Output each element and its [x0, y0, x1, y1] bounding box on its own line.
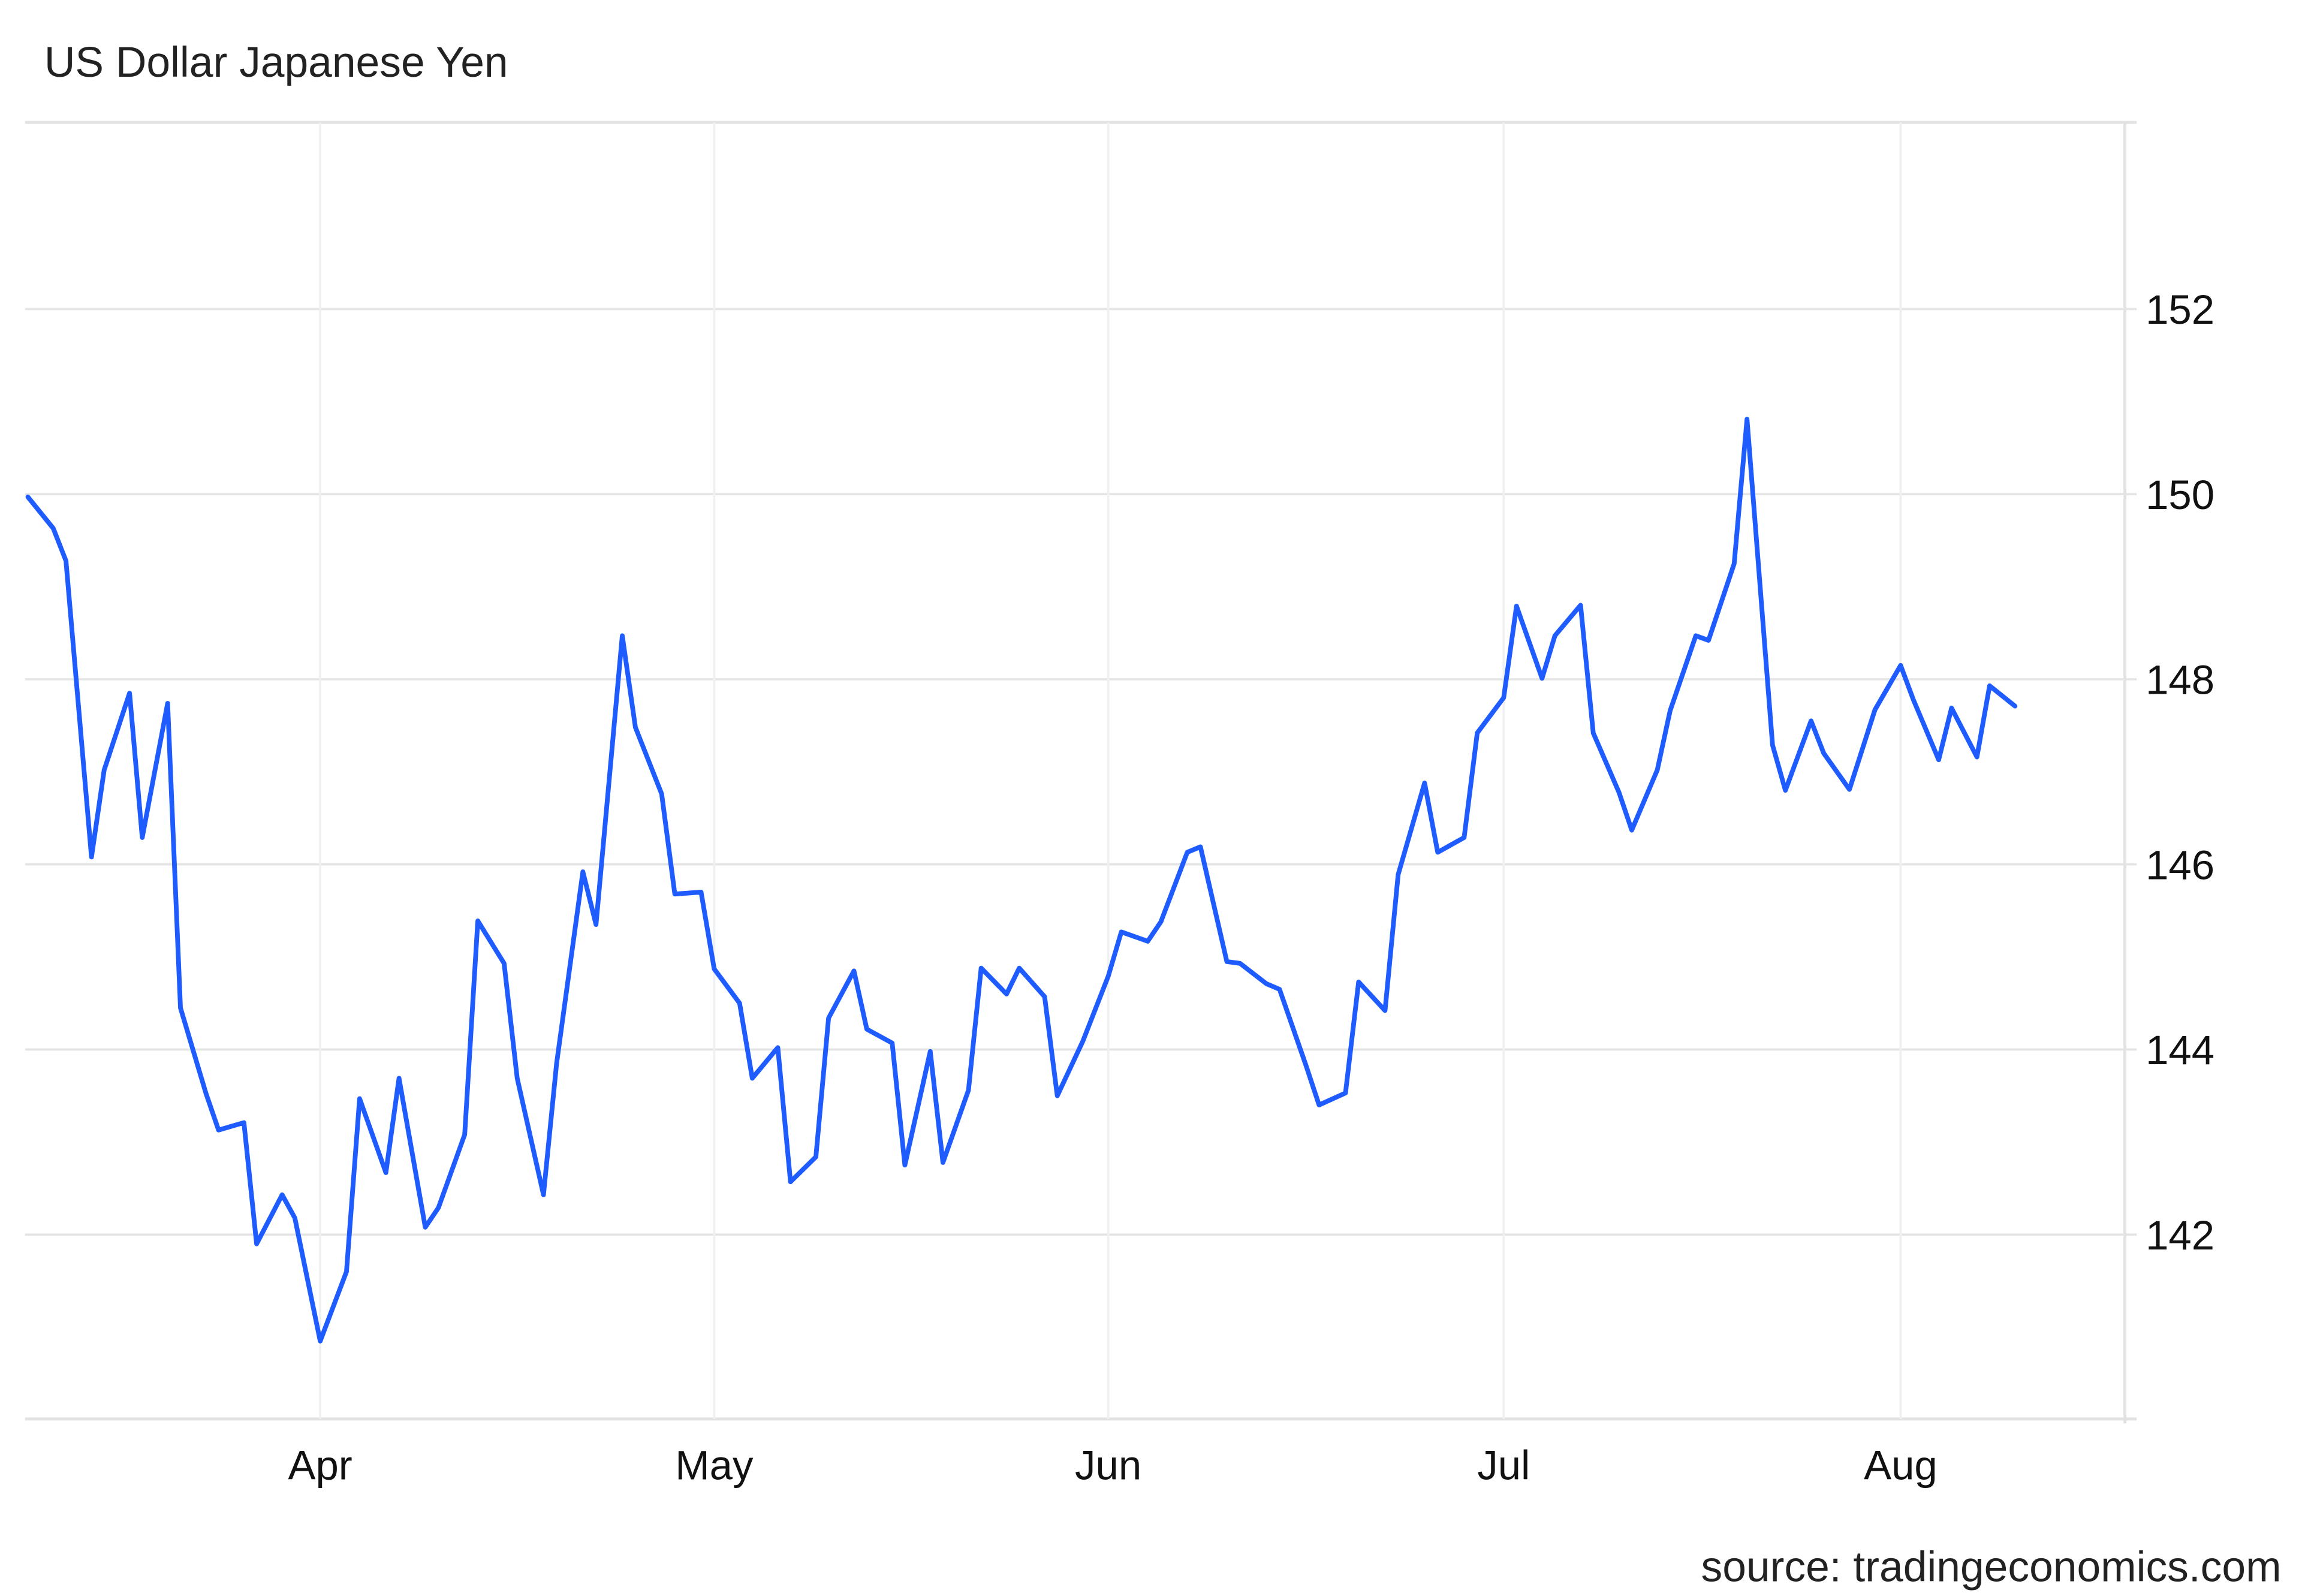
y-tick-label: 146	[2146, 842, 2214, 888]
y-tick-label: 148	[2146, 657, 2214, 703]
source-label: source: tradingeconomics.com	[1701, 1543, 2282, 1591]
x-tick-label: Jun	[1075, 1443, 1141, 1489]
chart-title: US Dollar Japanese Yen	[44, 38, 508, 86]
x-tick-label: Aug	[1864, 1443, 1938, 1489]
x-tick-label: May	[675, 1443, 754, 1489]
x-axis: Apr May Jun Jul Aug	[288, 1443, 1938, 1489]
grid	[25, 121, 2137, 1424]
y-tick-label: 150	[2146, 472, 2214, 518]
x-tick-label: Apr	[288, 1443, 352, 1489]
series	[25, 417, 2018, 1344]
y-axis: 142 144 146 148 150 152	[2146, 287, 2214, 1258]
y-tick-label: 152	[2146, 287, 2214, 333]
usdjpy-line	[25, 417, 2018, 1344]
y-tick-label: 142	[2146, 1212, 2214, 1258]
x-tick-label: Jul	[1477, 1443, 1530, 1489]
y-tick-label: 144	[2146, 1027, 2214, 1073]
